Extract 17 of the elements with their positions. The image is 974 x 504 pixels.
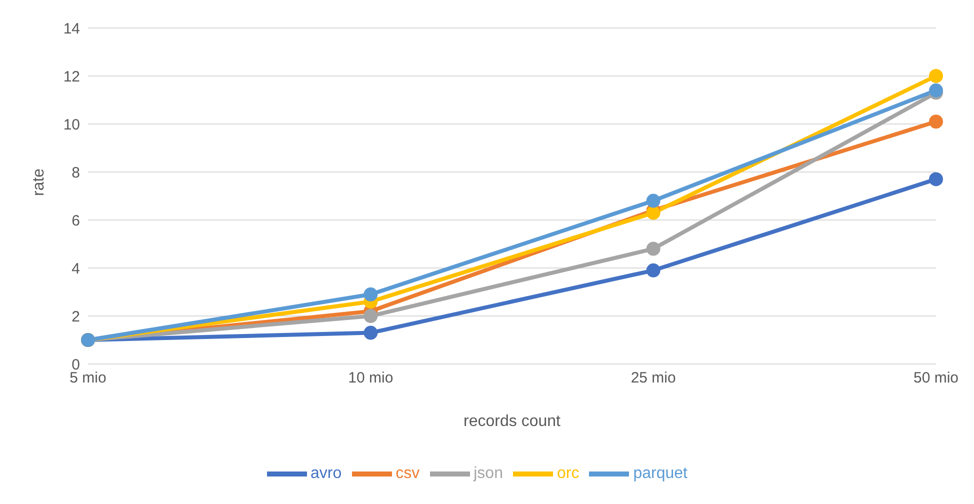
x-tick-label: 50 mio xyxy=(913,370,959,387)
y-tick-label: 6 xyxy=(72,212,80,230)
y-tick-label: 2 xyxy=(72,308,80,326)
y-tick-label: 4 xyxy=(72,260,80,278)
x-tick-label: 10 mio xyxy=(348,370,394,387)
x-tick-label: 25 mio xyxy=(630,370,676,387)
y-tick-label: 10 xyxy=(63,116,80,134)
y-tick-label: 12 xyxy=(63,68,80,86)
y-tick-label: 14 xyxy=(63,20,80,38)
y-tick-label: 8 xyxy=(72,164,80,182)
legend-label: avro xyxy=(310,465,342,482)
x-axis-title: records count xyxy=(464,413,562,430)
legend-label: csv xyxy=(396,465,420,482)
legend-label: json xyxy=(474,465,503,482)
y-axis-title: rate xyxy=(30,168,48,196)
legend-label: parquet xyxy=(633,465,688,482)
legend-label: orc xyxy=(556,465,580,482)
